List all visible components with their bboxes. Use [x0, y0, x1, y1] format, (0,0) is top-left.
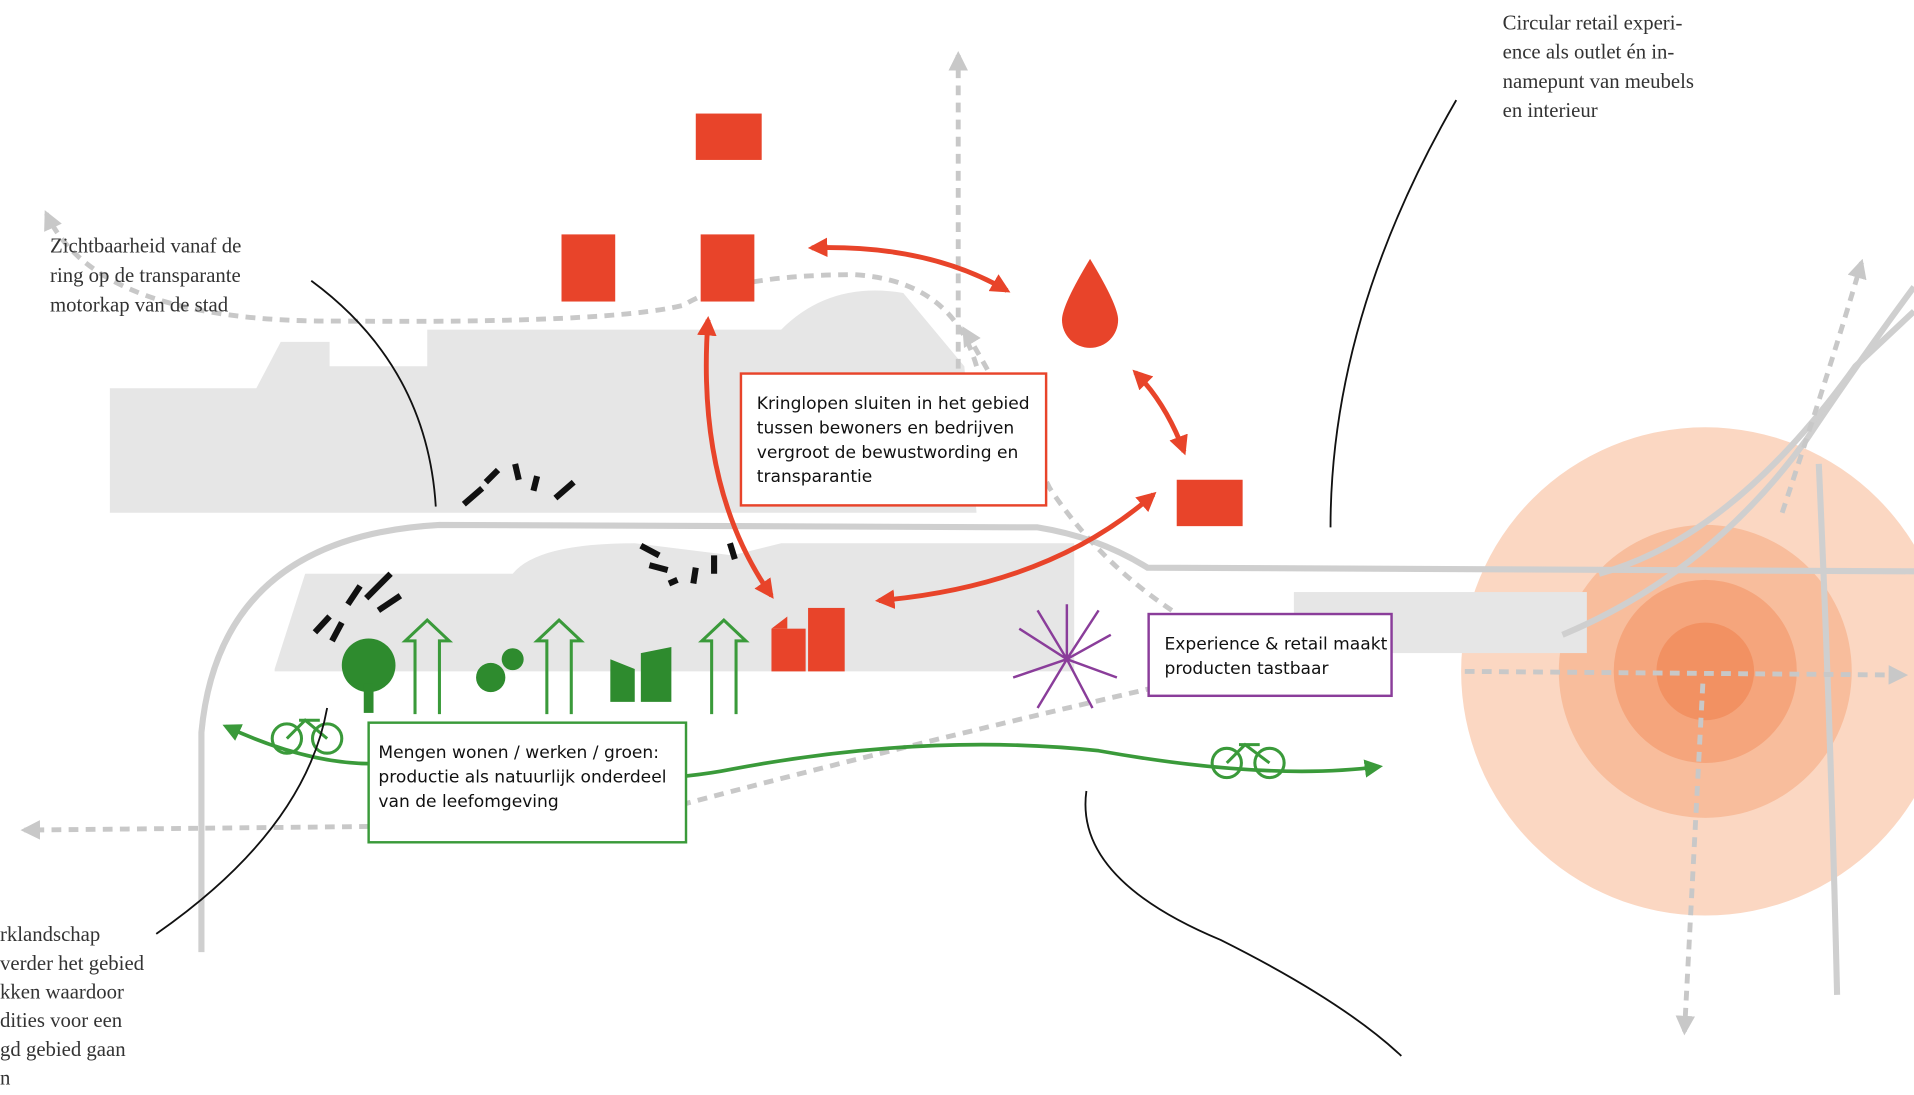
cycle-arrows: [697, 237, 1188, 609]
box-text: van de leefomgeving: [378, 792, 558, 812]
annotation: verder het gebied: [0, 953, 145, 975]
green-icons: [341, 638, 672, 713]
box-text: producten tastbaar: [1165, 659, 1330, 679]
annotation: motorkap van de stad: [50, 294, 229, 316]
factory: [771, 607, 845, 672]
annotation: n: [0, 1068, 11, 1090]
annotation: namepunt van meubels: [1503, 71, 1694, 93]
texts: Circular retail experi-ence als outlet é…: [0, 12, 1694, 1089]
blocks: [109, 290, 1587, 672]
box-cycles: [739, 372, 1048, 507]
annotation: dities voor een: [0, 1010, 123, 1032]
red-blocks: [561, 113, 1243, 672]
box-text: Mengen wonen / werken / groen:: [378, 743, 659, 763]
callout-lines: [155, 99, 1458, 1057]
box-experience: [1147, 612, 1393, 698]
box-text: transparantie: [757, 467, 872, 487]
annotation: Circular retail experi-: [1503, 12, 1683, 34]
box-text: tussen bewoners en bedrijven: [757, 418, 1014, 438]
firework: [1012, 604, 1118, 709]
box-mixing: [367, 721, 688, 844]
annotation: gd gebied gaan: [0, 1039, 126, 1061]
box-text: productie als natuurlijk onderdeel: [378, 767, 666, 787]
annotation: rklandschap: [0, 924, 100, 946]
annotation: en interieur: [1503, 100, 1598, 122]
sunbursts: [312, 463, 738, 643]
box-text: vergroot de bewustwording en: [757, 443, 1019, 463]
annotation: ring op de transparante: [50, 265, 241, 287]
box-text: Kringlopen sluiten in het gebied: [757, 394, 1030, 414]
box-text: Experience & retail maakt: [1165, 634, 1388, 654]
annotation: Zichtbaarheid vanaf de: [50, 236, 241, 258]
annotation: ence als outlet én in-: [1503, 42, 1675, 64]
annotation: kken waardoor: [0, 982, 124, 1004]
